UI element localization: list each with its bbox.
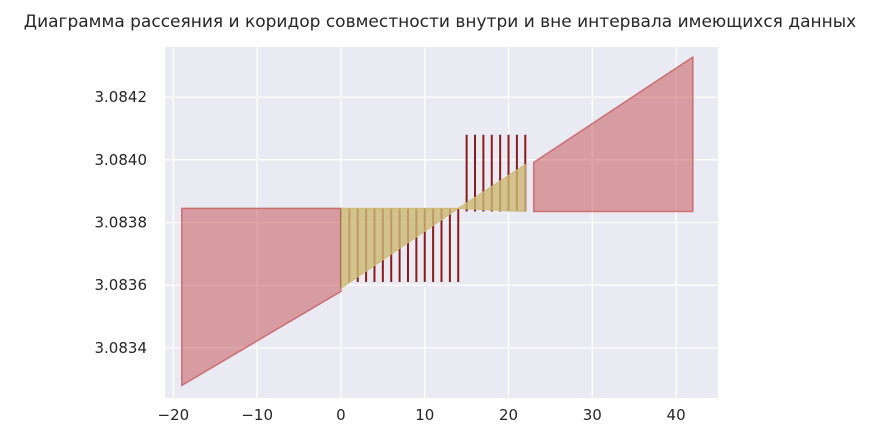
outer-left-corridor — [181, 207, 342, 387]
interval-bars — [339, 134, 527, 290]
y-tick-label: 3.0834 — [95, 339, 148, 357]
x-tick-label: 30 — [583, 406, 602, 424]
outer-right-corridor — [532, 55, 694, 213]
tick-labels: −20 −10 0 10 20 30 40 3.0834 3.0836 3.0838 3.0840 3… — [95, 88, 686, 424]
y-tick-label: 3.0840 — [95, 151, 148, 169]
x-tick-label: 0 — [336, 406, 346, 424]
x-tick-label: 20 — [499, 406, 518, 424]
y-tick-label: 3.0842 — [95, 88, 148, 106]
x-tick-label: 40 — [667, 406, 686, 424]
y-tick-label: 3.0838 — [95, 214, 148, 232]
x-tick-label: 10 — [415, 406, 434, 424]
corridors — [181, 55, 694, 387]
y-tick-label: 3.0836 — [95, 276, 148, 294]
x-tick-label: −10 — [241, 406, 273, 424]
inner-corridor — [340, 163, 526, 290]
chart-title: Диаграмма рассеяния и коридор совместнос… — [24, 12, 856, 32]
x-tick-label: −20 — [158, 406, 190, 424]
